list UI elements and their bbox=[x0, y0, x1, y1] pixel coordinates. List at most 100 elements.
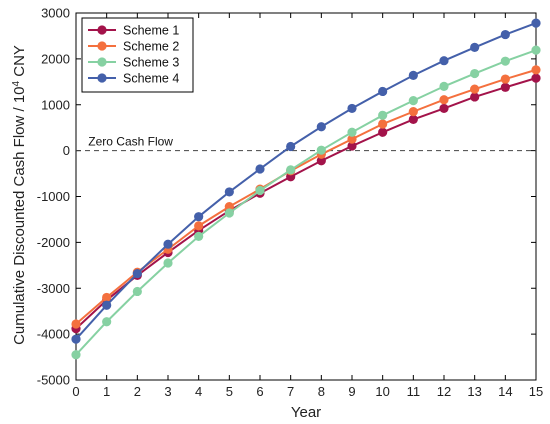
y-axis-title-sup: 4 bbox=[11, 80, 22, 86]
y-tick-label: 0 bbox=[63, 143, 70, 158]
data-point-scheme-2 bbox=[531, 65, 541, 75]
data-point-scheme-4 bbox=[194, 212, 204, 222]
data-point-scheme-4 bbox=[224, 187, 234, 197]
x-tick-label: 8 bbox=[318, 384, 325, 399]
y-tick-label: -4000 bbox=[37, 327, 70, 342]
data-point-scheme-1 bbox=[500, 82, 510, 92]
data-point-scheme-2 bbox=[347, 134, 357, 144]
data-point-scheme-4 bbox=[132, 268, 142, 279]
data-point-scheme-4 bbox=[378, 86, 388, 97]
x-tick-label: 12 bbox=[437, 384, 451, 399]
x-axis-title: Year bbox=[291, 404, 321, 421]
series-scheme-3 bbox=[71, 45, 541, 360]
legend-label-scheme-2: Scheme 2 bbox=[123, 40, 179, 54]
legend-marker-scheme-2 bbox=[97, 41, 107, 51]
legend: Scheme 1 Scheme 2 Scheme 3 Scheme 4 bbox=[81, 17, 194, 93]
y-tick-label: 2000 bbox=[41, 51, 70, 66]
y-tick-label: -2000 bbox=[37, 235, 70, 250]
data-point-scheme-4 bbox=[71, 334, 81, 344]
data-point-scheme-4 bbox=[163, 239, 173, 249]
legend-label-scheme-1: Scheme 1 bbox=[123, 24, 179, 38]
data-point-scheme-3 bbox=[71, 350, 81, 360]
axes: 0 1 2 3 4 5 6 7 8 9 10 11 12 13 14 15-5000-4000-3000-20… bbox=[37, 6, 543, 400]
data-point-scheme-3 bbox=[439, 81, 449, 91]
data-point-scheme-1 bbox=[439, 103, 449, 114]
legend-marker-scheme-1 bbox=[97, 25, 107, 35]
series-line-scheme-1 bbox=[75, 77, 537, 330]
data-point-scheme-3 bbox=[163, 258, 173, 268]
data-point-scheme-3 bbox=[255, 185, 265, 196]
data-point-scheme-3 bbox=[316, 145, 326, 155]
data-point-scheme-3 bbox=[531, 45, 541, 55]
x-tick-label: 0 bbox=[72, 384, 79, 399]
x-tick-label: 2 bbox=[134, 384, 141, 399]
data-point-scheme-1 bbox=[316, 156, 326, 166]
data-point-scheme-3 bbox=[378, 110, 388, 120]
x-tick-label: 5 bbox=[226, 384, 233, 399]
x-tick-label: 1 bbox=[103, 384, 110, 399]
data-point-scheme-4 bbox=[500, 29, 510, 40]
data-point-scheme-1 bbox=[470, 92, 480, 102]
data-point-scheme-4 bbox=[439, 56, 449, 66]
series-line-scheme-3 bbox=[75, 49, 537, 356]
legend-label-scheme-3: Scheme 3 bbox=[123, 56, 179, 70]
data-point-scheme-4 bbox=[102, 300, 112, 310]
y-tick-label: -5000 bbox=[37, 373, 70, 388]
data-point-scheme-1 bbox=[347, 141, 357, 151]
zero-line-label: Zero Cash Flow bbox=[88, 135, 173, 149]
data-point-scheme-4 bbox=[286, 141, 296, 152]
y-tick-label: -3000 bbox=[37, 281, 70, 296]
x-tick-label: 10 bbox=[375, 384, 389, 399]
series-scheme-4 bbox=[71, 18, 541, 344]
data-point-scheme-3 bbox=[347, 127, 357, 137]
data-point-scheme-3 bbox=[132, 286, 142, 297]
data-point-scheme-3 bbox=[194, 231, 204, 242]
data-point-scheme-2 bbox=[439, 95, 449, 105]
data-point-scheme-3 bbox=[500, 56, 510, 66]
series-group bbox=[71, 18, 541, 360]
x-tick-label: 3 bbox=[164, 384, 171, 399]
data-point-scheme-1 bbox=[531, 73, 541, 83]
data-point-scheme-1 bbox=[378, 127, 388, 137]
data-point-scheme-2 bbox=[378, 119, 388, 129]
y-tick-label: 3000 bbox=[41, 6, 70, 21]
data-point-scheme-2 bbox=[408, 107, 418, 117]
data-point-scheme-4 bbox=[408, 70, 418, 80]
x-tick-label: 7 bbox=[287, 384, 294, 399]
x-tick-label: 11 bbox=[407, 384, 421, 399]
y-axis-title: Cumulative Discounted Cash Flow / 104 CN… bbox=[11, 45, 29, 345]
y-axis-title-unit: CNY bbox=[11, 45, 28, 81]
y-axis-title-main: Cumulative Discounted Cash Flow / 10 bbox=[11, 86, 28, 344]
data-point-scheme-2 bbox=[71, 319, 81, 329]
data-point-scheme-3 bbox=[286, 165, 296, 175]
data-point-scheme-4 bbox=[531, 18, 541, 28]
data-point-scheme-4 bbox=[470, 42, 480, 53]
x-tick-label: 14 bbox=[498, 384, 512, 399]
series-line-scheme-2 bbox=[75, 68, 537, 325]
data-point-scheme-2 bbox=[224, 201, 234, 212]
y-tick-label: 1000 bbox=[41, 97, 70, 112]
data-point-scheme-3 bbox=[470, 68, 480, 79]
zero-reference-line: Zero Cash Flow bbox=[76, 135, 536, 152]
data-point-scheme-2 bbox=[194, 221, 204, 231]
x-tick-label: 13 bbox=[467, 384, 481, 399]
data-point-scheme-3 bbox=[224, 208, 234, 218]
data-point-scheme-2 bbox=[500, 74, 510, 84]
series-scheme-2 bbox=[71, 65, 541, 329]
data-point-scheme-2 bbox=[102, 292, 112, 303]
legend-marker-scheme-4 bbox=[97, 73, 107, 83]
data-point-scheme-3 bbox=[102, 317, 112, 327]
x-tick-label: 9 bbox=[348, 384, 355, 399]
data-point-scheme-4 bbox=[255, 164, 265, 174]
data-point-scheme-1 bbox=[408, 114, 418, 125]
series-line-scheme-4 bbox=[75, 22, 537, 340]
data-point-scheme-2 bbox=[470, 84, 480, 94]
y-tick-label: -1000 bbox=[37, 189, 70, 204]
x-tick-label: 4 bbox=[195, 384, 202, 399]
data-point-scheme-4 bbox=[347, 103, 357, 114]
legend-marker-scheme-3 bbox=[97, 57, 107, 67]
legend-label-scheme-4: Scheme 4 bbox=[123, 72, 179, 86]
x-tick-label: 6 bbox=[256, 384, 263, 399]
data-point-scheme-3 bbox=[408, 96, 418, 106]
